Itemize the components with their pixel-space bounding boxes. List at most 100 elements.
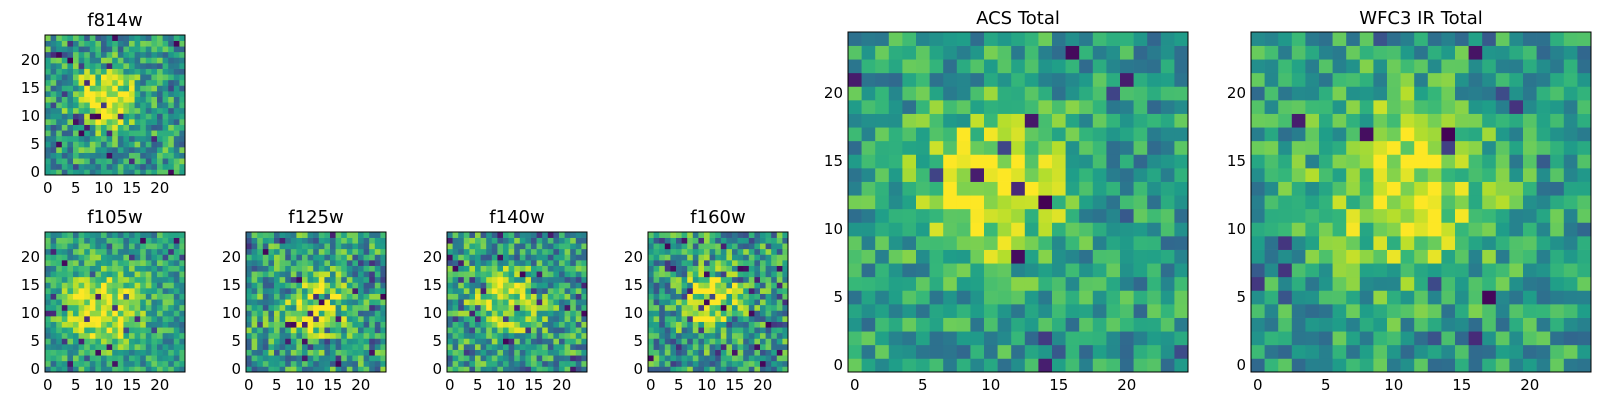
heatmap-cell: [157, 107, 163, 114]
heatmap-cell: [318, 237, 325, 244]
heatmap-cell: [279, 293, 286, 300]
heatmap-cell: [542, 293, 549, 300]
heatmap-cell: [1079, 140, 1094, 155]
heatmap-cell: [1133, 331, 1148, 346]
heatmap-cell: [875, 113, 890, 128]
heatmap-cell: [486, 254, 493, 261]
heatmap-cell: [1523, 127, 1537, 142]
heatmap-cell: [61, 163, 68, 170]
heatmap-cell: [369, 304, 376, 311]
heatmap-cell: [1251, 59, 1265, 74]
heatmap-cell: [564, 243, 571, 250]
heatmap-cell: [173, 299, 180, 306]
heatmap-cell: [1160, 236, 1175, 250]
heatmap-cell: [681, 338, 688, 345]
heatmap-cell: [123, 366, 130, 373]
heatmap-cell: [330, 265, 336, 272]
heatmap-cell: [1495, 59, 1510, 74]
heatmap-cell: [251, 360, 258, 367]
heatmap-cell: [709, 276, 716, 283]
heatmap-cell: [1052, 45, 1066, 60]
heatmap-cell: [1079, 290, 1094, 305]
heatmap-cell: [1133, 290, 1148, 305]
heatmap-cell: [50, 276, 57, 283]
heatmap-cell: [469, 304, 476, 311]
heatmap-cell: [486, 349, 493, 356]
heatmap-cell: [1092, 263, 1107, 278]
heatmap-cell: [1550, 358, 1565, 373]
heatmap-cell: [514, 260, 521, 266]
heatmap-cell: [313, 248, 320, 255]
heatmap-cell: [503, 310, 509, 317]
heatmap-cell: [56, 276, 63, 283]
heatmap-cell: [687, 282, 694, 289]
heatmap-cell: [525, 293, 532, 300]
heatmap-cell: [771, 316, 778, 322]
heatmap-cell: [748, 260, 755, 266]
heatmap-cell: [279, 310, 286, 317]
heatmap-cell: [117, 169, 124, 176]
heatmap-cell: [648, 355, 654, 362]
heatmap-cell: [1251, 304, 1265, 318]
heatmap-cell: [748, 332, 755, 339]
heatmap-cell: [525, 276, 532, 283]
heatmap-cell: [676, 321, 682, 328]
heatmap-cell: [970, 317, 985, 332]
heatmap-cell: [50, 85, 57, 92]
heatmap-cell: [542, 237, 549, 244]
heatmap-cell: [1011, 222, 1026, 237]
heatmap-cell: [1251, 32, 1265, 46]
heatmap-cell: [1305, 317, 1320, 332]
heatmap-cell: [754, 349, 761, 356]
heatmap-cell: [313, 304, 320, 311]
heatmap-cell: [1106, 127, 1121, 142]
heatmap-cell: [84, 141, 91, 148]
heatmap-cell: [318, 232, 325, 238]
heatmap-cell: [1147, 154, 1162, 169]
y-tick-label: 10: [824, 220, 843, 238]
heatmap-cell: [1278, 45, 1293, 60]
heatmap-cell: [1024, 317, 1039, 332]
heatmap-cell: [346, 254, 353, 261]
heatmap-cell: [140, 366, 147, 373]
heatmap-cell: [1577, 45, 1592, 60]
heatmap-cell: [134, 119, 141, 125]
heatmap-cell: [1052, 358, 1066, 373]
heatmap-cell: [140, 107, 147, 114]
heatmap-cell: [84, 304, 91, 311]
heatmap-cell: [1550, 45, 1565, 60]
heatmap-cell: [179, 349, 186, 356]
heatmap-cell: [358, 248, 364, 255]
heatmap-cell: [358, 360, 364, 367]
heatmap-cell: [536, 232, 543, 238]
heatmap-cell: [140, 355, 147, 362]
heatmap-cell: [112, 113, 119, 120]
heatmap-cell: [290, 299, 297, 306]
heatmap-cell: [330, 304, 336, 311]
heatmap-cell: [681, 237, 688, 244]
heatmap-cell: [1536, 317, 1551, 332]
heatmap-cell: [463, 276, 470, 283]
heatmap-cell: [89, 310, 96, 317]
heatmap-cell: [67, 79, 74, 86]
heatmap-cell: [888, 276, 903, 291]
heatmap-cell: [168, 254, 175, 261]
heatmap-cell: [1441, 317, 1456, 332]
heatmap-cell: [681, 288, 688, 294]
y-tick-label: 10: [222, 304, 241, 322]
heatmap-cell: [514, 299, 521, 306]
heatmap-cell: [452, 260, 459, 266]
heatmap-cell: [553, 232, 560, 238]
heatmap-cell: [732, 232, 738, 238]
heatmap-cell: [140, 85, 147, 92]
heatmap-cell: [1427, 127, 1442, 142]
heatmap-cell: [1455, 86, 1469, 101]
x-tick-label: 20: [1520, 376, 1539, 394]
heatmap-cell: [268, 299, 275, 306]
heatmap-cell: [508, 321, 515, 328]
heatmap-cell: [664, 310, 671, 317]
heatmap-cell: [514, 310, 521, 317]
heatmap-cell: [157, 68, 163, 75]
heatmap-cell: [129, 79, 135, 86]
y-tick-label: 20: [222, 248, 241, 266]
